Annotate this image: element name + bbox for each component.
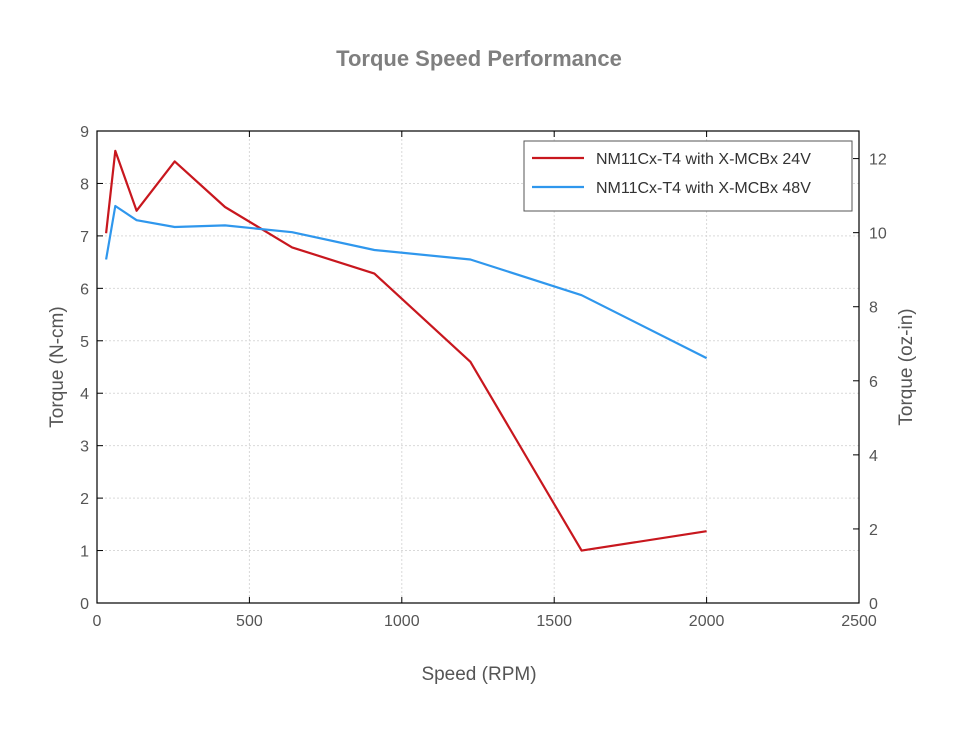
legend-entry: NM11Cx-T4 with X-MCBx 24V [596,151,811,168]
y-tick-label-left: 4 [80,386,89,403]
x-tick-label: 500 [236,613,263,630]
y-tick-label-left: 1 [80,544,89,561]
y-tick-label-right: 8 [869,300,878,317]
y-tick-label-left: 5 [80,334,89,351]
y-tick-label-left: 2 [80,491,89,508]
series-line-24v [105,149,707,552]
y-tick-label-right: 12 [869,152,887,169]
y-axis-label-left: Torque (N-cm) [47,306,68,427]
legend-box [523,140,853,212]
y-tick-label-right: 10 [869,226,887,243]
x-tick-label: 2000 [689,613,725,630]
grid [97,131,859,603]
series-lines [105,149,708,552]
y-tick-label-left: 0 [80,596,89,613]
y-tick-label-right: 4 [869,448,878,465]
y-tick-label-right: 0 [869,596,878,613]
y-tick-label-right: 6 [869,374,878,391]
x-tick-label: 2500 [841,613,877,630]
plot-frame [96,130,860,604]
x-tick-label: 0 [93,613,102,630]
y-axis-label-right: Torque (oz-in) [896,308,917,425]
chart-title: Torque Speed Performance [336,46,622,71]
legend-entry: NM11Cx-T4 with X-MCBx 48V [596,180,811,197]
series-line-48v [105,204,708,360]
y-tick-label-left: 9 [80,124,89,141]
y-tick-label-left: 8 [80,176,89,193]
y-tick-label-left: 7 [80,229,89,246]
x-axis-label: Speed (RPM) [421,664,536,685]
y-tick-label-left: 6 [80,281,89,298]
x-tick-label: 1000 [384,613,420,630]
y-tick-label-left: 3 [80,439,89,456]
legend: NM11Cx-T4 with X-MCBx 24V NM11Cx-T4 with … [523,140,853,212]
x-tick-label: 1500 [536,613,572,630]
y-tick-label-right: 2 [869,522,878,539]
